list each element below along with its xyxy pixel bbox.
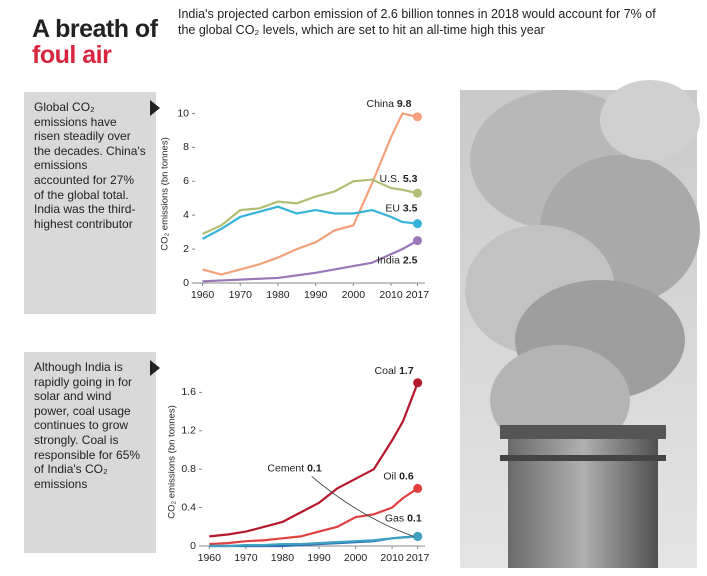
note: Global CO₂ emissions have risen steadily… <box>24 92 156 314</box>
series-name: China <box>366 98 394 110</box>
y-tick-label: 6 <box>183 175 189 187</box>
series-label: Gas 0.1 <box>385 512 422 524</box>
series-value: 0.6 <box>399 470 414 482</box>
y-tick-label: 1.2 <box>181 425 196 437</box>
x-tick-label: 1990 <box>307 552 331 564</box>
y-tick-label: 1.6 <box>181 386 196 398</box>
end-dot <box>413 483 423 493</box>
x-tick-label: 2017 <box>406 289 430 301</box>
line <box>202 112 418 276</box>
subtitle: India's projected carbon emission of 2.6… <box>178 7 656 37</box>
y-tick-label: 0.8 <box>181 463 196 475</box>
note: Although India is rapidly going in for s… <box>24 352 156 553</box>
series-value: 3.5 <box>403 202 418 214</box>
line <box>209 535 418 548</box>
x-tick-label: 2010 <box>380 552 404 564</box>
series-value: 5.3 <box>403 173 418 185</box>
end-dot <box>412 236 422 246</box>
x-tick-label: 2000 <box>344 552 368 564</box>
series-value: 9.8 <box>397 98 412 110</box>
y-axis-label: CO₂ emissions (bn tonnes) <box>167 405 178 519</box>
series-name: Oil <box>383 470 396 482</box>
series-label: Oil 0.6 <box>383 470 414 482</box>
y-tick-label: 0.4 <box>181 501 196 513</box>
y-tick-label: 0 <box>190 540 196 552</box>
end-dot <box>412 188 422 198</box>
series-label: India 2.5 <box>377 254 417 266</box>
series-name: U.S. <box>380 173 400 185</box>
series-value: 0.1 <box>307 462 322 474</box>
y-tick-label: 10 <box>177 107 189 119</box>
y-tick-label: 2 <box>183 243 189 255</box>
series-value: 2.5 <box>403 254 418 266</box>
series-value: 0.1 <box>407 512 422 524</box>
y-tick-label: 4 <box>183 209 189 221</box>
line <box>209 487 419 546</box>
x-tick-label: 1990 <box>304 289 328 301</box>
end-dot <box>412 219 422 229</box>
pointer <box>150 360 160 376</box>
x-tick-label: 1960 <box>191 289 215 301</box>
x-tick-label: 2010 <box>379 289 403 301</box>
x-tick-label: 2000 <box>342 289 366 301</box>
line <box>202 178 418 235</box>
title-accent: foul air <box>32 41 112 69</box>
series-label: Coal 1.7 <box>375 365 414 377</box>
end-dot <box>413 531 423 541</box>
x-tick-label: 2017 <box>406 552 430 564</box>
series-name: India <box>377 254 400 266</box>
x-tick-label: 1970 <box>234 552 258 564</box>
series-label: Cement 0.1 <box>267 462 321 474</box>
line <box>209 382 419 538</box>
series-name: Gas <box>385 512 404 524</box>
x-tick-label: 1960 <box>198 552 222 564</box>
series-name: Coal <box>375 365 397 377</box>
pointer <box>150 100 160 116</box>
line <box>202 205 418 240</box>
series-name: EU <box>385 202 400 214</box>
series-value: 1.7 <box>399 365 414 377</box>
end-dot <box>413 378 423 388</box>
y-tick-label: 0 <box>183 277 189 289</box>
end-dot <box>412 112 422 122</box>
x-tick-label: 1980 <box>266 289 290 301</box>
x-tick-label: 1970 <box>229 289 253 301</box>
series-label: China 9.8 <box>366 98 411 110</box>
x-tick-label: 1980 <box>271 552 295 564</box>
leader-line <box>311 476 414 537</box>
title: A breath of <box>32 15 158 43</box>
series-label: EU 3.5 <box>385 202 417 214</box>
line <box>202 239 418 283</box>
series-label: U.S. 5.3 <box>380 173 418 185</box>
y-axis-label: CO₂ emissions (bn tonnes) <box>160 137 171 251</box>
y-tick-label: 8 <box>183 141 189 153</box>
series-name: Cement <box>267 462 304 474</box>
photo <box>460 80 700 568</box>
